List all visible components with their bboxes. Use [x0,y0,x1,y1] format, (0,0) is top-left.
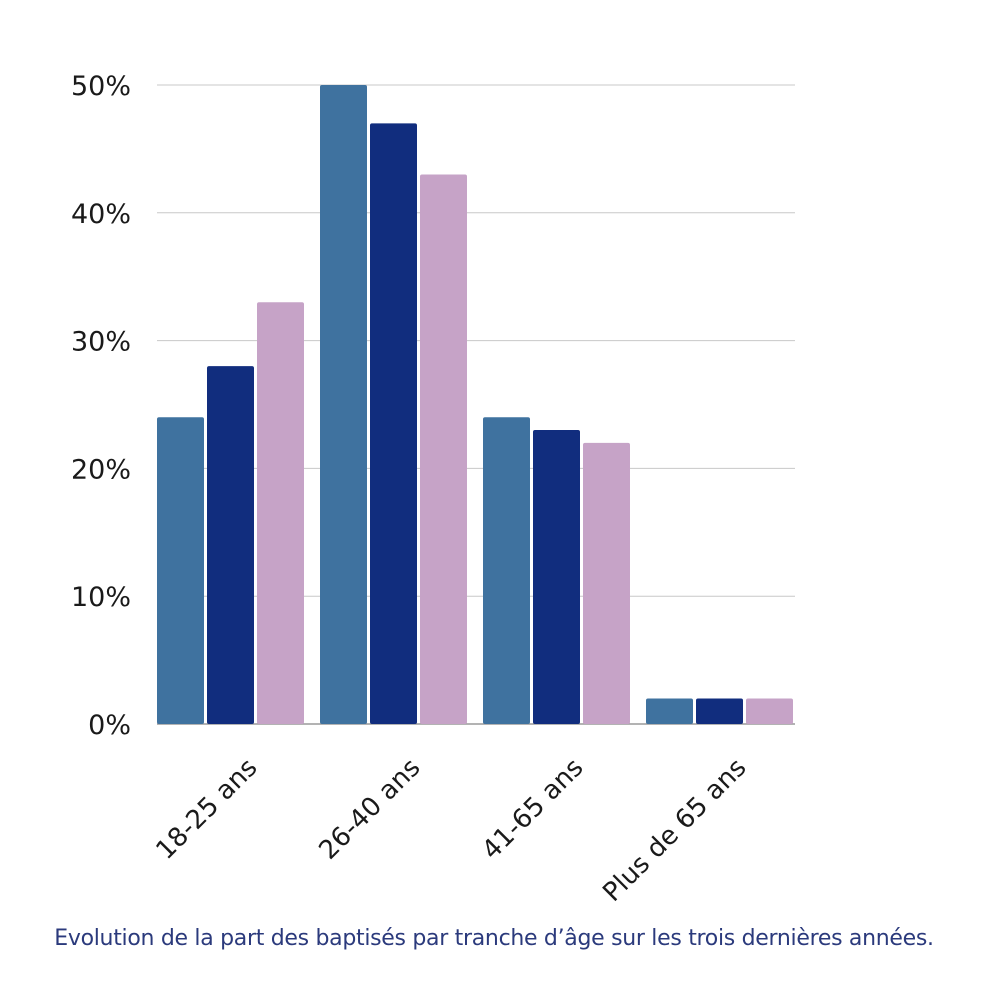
x-axis-category-labels: 18-25 ans 26-40 ans 41-65 ans Plus de 65 an… [150,753,752,908]
bar [320,85,367,724]
x-category-label: Plus de 65 ans [597,753,752,908]
y-tick-label: 10% [71,582,131,613]
bar [533,430,580,724]
bar [696,698,743,724]
y-tick-label: 40% [71,199,131,230]
y-tick-label: 50% [71,71,131,102]
bar [420,174,467,724]
y-tick-label: 20% [71,454,131,485]
bar-chart: 0% 10% 20% 30% 40% 50% 18-25 ans 26-40 ans 41-6… [71,71,795,908]
x-category-label: 41-65 ans [476,753,589,866]
bar [207,366,254,724]
bars [157,85,793,725]
bar [646,698,693,724]
y-tick-label: 0% [88,710,131,741]
bar [157,417,204,724]
x-category-label: 18-25 ans [150,753,263,866]
bar [483,417,530,724]
x-category-label: 26-40 ans [313,753,426,866]
y-axis-tick-labels: 0% 10% 20% 30% 40% 50% [71,71,131,741]
chart-caption: Evolution de la part des baptisés par tr… [54,926,934,951]
bar [257,302,304,724]
bar [583,442,630,724]
bar [370,123,417,725]
bar [746,698,793,724]
y-tick-label: 30% [71,327,131,358]
